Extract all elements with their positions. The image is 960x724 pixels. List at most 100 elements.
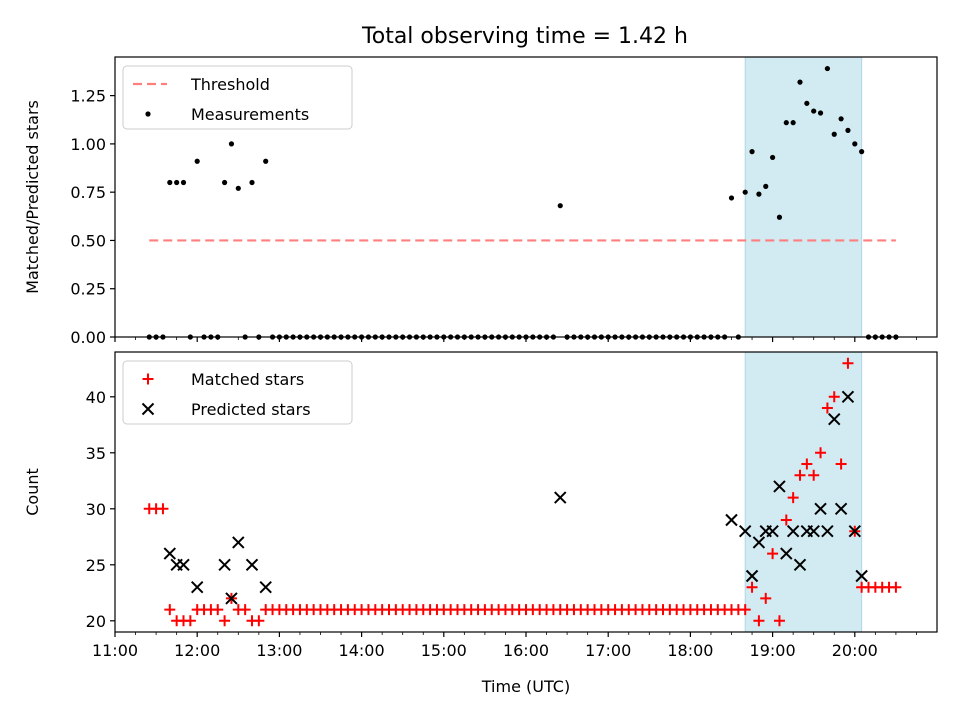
data-point-predicted: [766, 524, 779, 538]
series-matched-stars: [143, 357, 902, 627]
y-tick-label: 35: [86, 444, 106, 463]
legend-measurement-swatch: [145, 111, 151, 117]
x-tick-label: 15:00: [421, 641, 467, 660]
data-point-predicted: [745, 569, 759, 583]
data-point-matched: [184, 615, 196, 627]
y-tick-label: 30: [86, 500, 106, 519]
data-point-predicted: [807, 524, 820, 538]
x-tick-label: 13:00: [256, 641, 302, 660]
legend-box: [122, 360, 353, 425]
data-point-predicted: [821, 524, 834, 538]
data-point-predicted: [190, 580, 204, 594]
x-tick-label: 14:00: [339, 641, 385, 660]
legend-label: Matched stars: [191, 370, 304, 389]
data-point-measurement: [817, 110, 824, 116]
legend-predicted-swatch: [141, 402, 155, 416]
y-tick-label: 1.25: [70, 87, 106, 106]
data-point-predicted: [786, 524, 800, 538]
data-point-predicted: [855, 569, 868, 583]
data-point-matched: [760, 592, 772, 604]
legend-box: [122, 65, 353, 130]
data-point-measurement: [263, 158, 269, 164]
data-point-measurement: [811, 108, 817, 114]
series-predicted-stars: [163, 390, 868, 605]
panel-top: 0.00 0.25 0.50 0.75 1.00 1.25 Matched/Predicte…: [23, 56, 938, 347]
data-point-matched: [794, 469, 806, 481]
data-point-measurement: [838, 116, 844, 122]
data-point-matched: [253, 615, 265, 627]
data-point-predicted: [814, 502, 827, 516]
data-point-measurement: [756, 191, 762, 197]
data-point-measurement: [824, 65, 831, 72]
x-tick-label: 18:00: [667, 641, 713, 660]
legend-matched-swatch: [142, 373, 154, 385]
data-point-measurement: [776, 214, 783, 220]
y-tick-label: 1.00: [70, 135, 106, 154]
data-point-measurement: [804, 100, 810, 106]
data-point-measurement: [797, 79, 803, 85]
data-point-measurement: [557, 203, 563, 209]
data-point-matched: [821, 402, 833, 414]
panel-bottom: 11:00 12:00 13:00 14:00 15:00 16:00 17:00 18:00…: [23, 351, 938, 696]
data-point-matched: [780, 514, 792, 526]
data-point-measurement: [845, 127, 851, 133]
data-point-matched: [753, 615, 765, 627]
y-tick-label: 0.25: [70, 280, 106, 299]
data-point-predicted: [848, 524, 862, 538]
data-point-predicted: [225, 592, 238, 605]
legend: Matched stars Predicted stars: [122, 360, 353, 425]
y-axis-label: Count: [23, 468, 42, 516]
data-point-matched: [219, 615, 231, 627]
data-point-matched: [773, 615, 785, 627]
x-tick-label: 16:00: [503, 641, 549, 660]
data-point-matched: [828, 391, 840, 403]
data-point-predicted: [259, 580, 272, 594]
data-point-matched: [890, 581, 902, 593]
data-point-predicted: [177, 558, 190, 572]
data-point-matched: [835, 458, 847, 470]
x-tick-label: 19:00: [750, 641, 796, 660]
data-point-matched: [808, 469, 820, 481]
data-point-matched: [801, 458, 813, 470]
y-tick-label: 0.50: [70, 231, 106, 250]
x-tick-label: 20:00: [832, 641, 878, 660]
data-point-matched: [212, 604, 224, 616]
data-point-measurement: [790, 120, 796, 126]
legend: Threshold Measurements: [122, 65, 353, 130]
data-point-matched: [746, 581, 758, 593]
data-point-matched: [787, 492, 799, 504]
data-point-predicted: [780, 547, 793, 560]
data-point-measurement: [228, 141, 235, 147]
data-point-measurement: [222, 179, 228, 186]
data-point-measurement: [831, 131, 837, 137]
data-point-predicted: [841, 390, 855, 404]
x-axis-label: Time (UTC): [481, 677, 570, 696]
x-tick-label: 17:00: [585, 641, 631, 660]
y-tick-label: 0.00: [70, 328, 106, 347]
data-point-measurement: [174, 179, 180, 186]
legend-label: Threshold: [190, 75, 270, 94]
data-point-matched: [842, 357, 854, 369]
y-tick-label: 40: [86, 388, 106, 407]
data-point-predicted: [752, 536, 766, 549]
y-tick-label: 20: [86, 612, 106, 631]
data-point-predicted: [232, 536, 245, 549]
data-point-matched: [157, 503, 169, 515]
data-point-measurement: [763, 183, 769, 189]
data-point-matched: [815, 447, 827, 459]
data-point-matched: [767, 548, 779, 560]
data-point-predicted: [245, 558, 259, 572]
x-tick-label: 12:00: [174, 641, 220, 660]
data-point-measurement: [728, 195, 735, 201]
data-point-measurement: [180, 179, 187, 186]
data-point-measurement: [852, 141, 858, 147]
legend-label: Predicted stars: [191, 400, 311, 419]
data-point-measurement: [167, 179, 173, 186]
data-point-predicted: [725, 513, 738, 527]
data-point-matched: [164, 604, 176, 616]
data-point-measurement: [235, 185, 241, 191]
data-point-predicted: [738, 524, 752, 538]
data-point-predicted: [773, 480, 786, 493]
